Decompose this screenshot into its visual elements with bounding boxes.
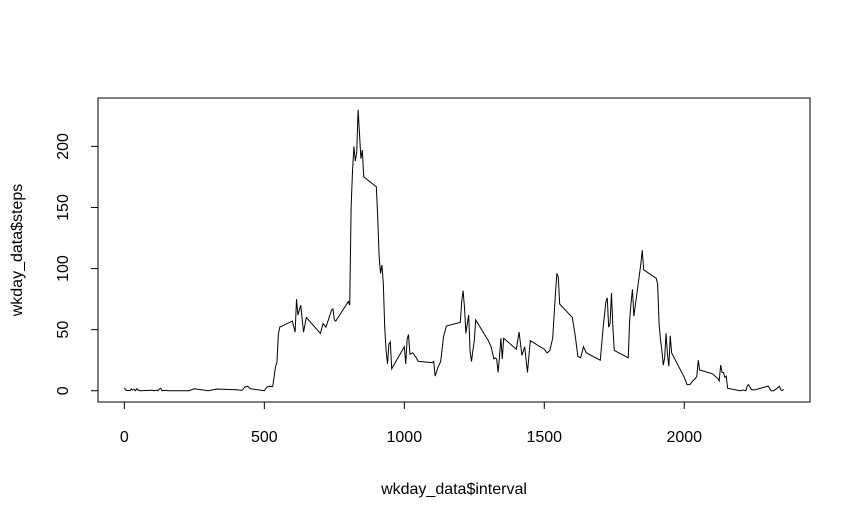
y-tick-label: 0 <box>55 386 72 395</box>
y-tick-label: 150 <box>55 194 72 221</box>
data-line <box>123 109 784 392</box>
plot-frame <box>97 97 811 403</box>
x-tick-label: 0 <box>120 429 129 446</box>
x-tick-label: 500 <box>251 429 278 446</box>
x-axis-label: wkday_data$interval <box>380 481 527 498</box>
y-tick-label: 50 <box>55 321 72 339</box>
y-axis-label: wkday_data$steps <box>9 184 26 318</box>
x-tick-label: 2000 <box>666 429 702 446</box>
y-tick-label: 100 <box>55 255 72 282</box>
x-tick-label: 1500 <box>526 429 562 446</box>
x-tick-label: 1000 <box>387 429 423 446</box>
y-tick-label: 200 <box>55 133 72 160</box>
